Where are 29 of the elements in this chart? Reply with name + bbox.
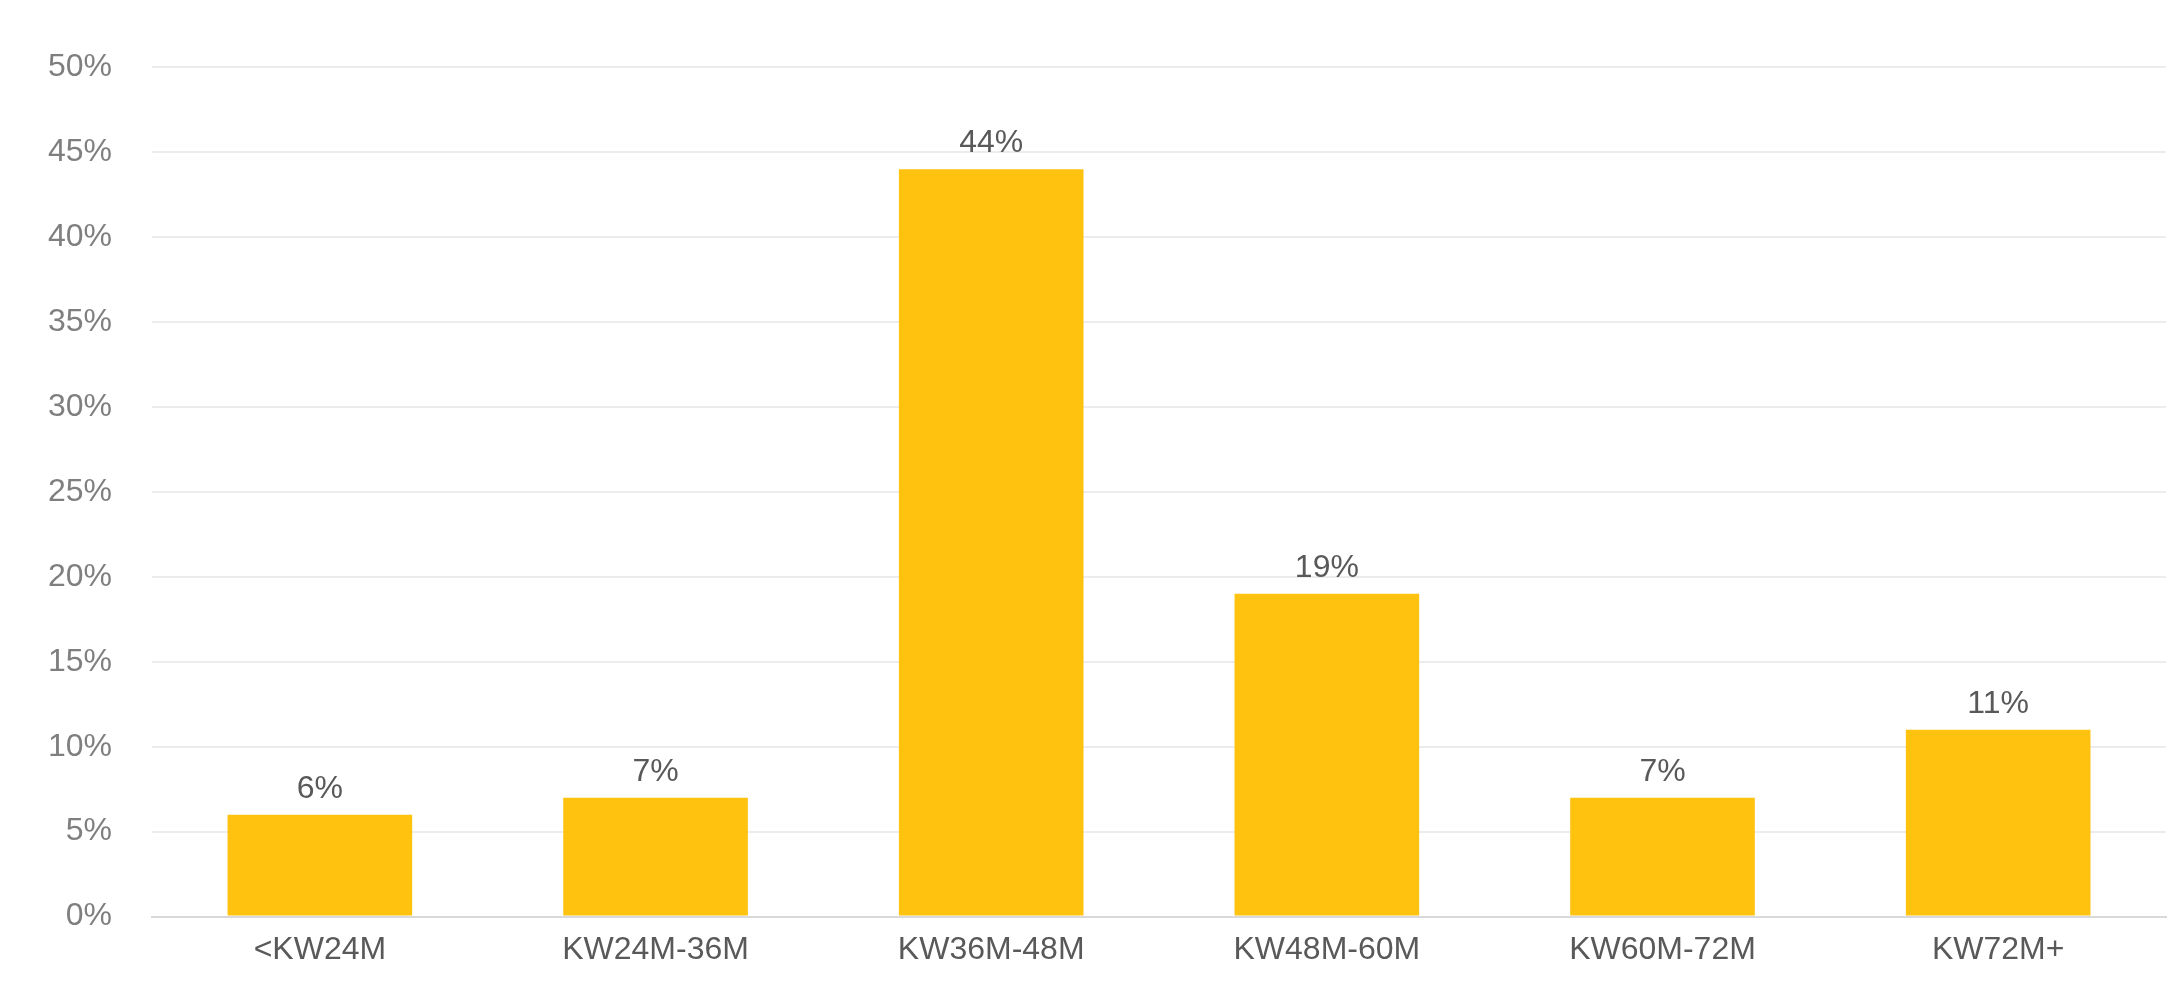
y-tick-label: 25%	[48, 471, 113, 508]
y-tick-label: 45%	[48, 131, 113, 168]
bar	[227, 814, 413, 916]
x-tick-label: KW36M-48M	[897, 929, 1085, 966]
y-tick-label: 20%	[48, 556, 113, 593]
bar	[563, 797, 748, 916]
y-tick-label: 40%	[48, 216, 113, 253]
x-tick-label: KW48M-60M	[1233, 929, 1421, 966]
data-label: 11%	[1967, 683, 2030, 720]
x-tick-label: KW60M-72M	[1569, 929, 1756, 966]
y-tick-label: 35%	[48, 301, 113, 338]
x-tick-label: KW24M-36M	[562, 929, 749, 966]
data-label: 6%	[296, 768, 343, 805]
data-label: 7%	[1639, 751, 1686, 788]
data-label: 19%	[1294, 547, 1359, 584]
bar	[898, 169, 1084, 916]
y-tick-label: 0%	[65, 896, 113, 933]
x-tick-label: KW72M+	[1931, 929, 2065, 966]
y-tick-label: 30%	[48, 386, 113, 423]
x-tick-label: <KW24M	[253, 929, 387, 966]
bar	[1905, 729, 2091, 916]
y-tick-label: 50%	[48, 47, 113, 84]
data-label: 44%	[959, 122, 1024, 159]
y-tick-label: 10%	[48, 726, 113, 763]
bar	[1234, 593, 1420, 916]
bar	[1570, 797, 1755, 916]
y-tick-label: 15%	[48, 641, 113, 678]
y-tick-label: 5%	[65, 811, 113, 848]
data-label: 7%	[632, 751, 679, 788]
